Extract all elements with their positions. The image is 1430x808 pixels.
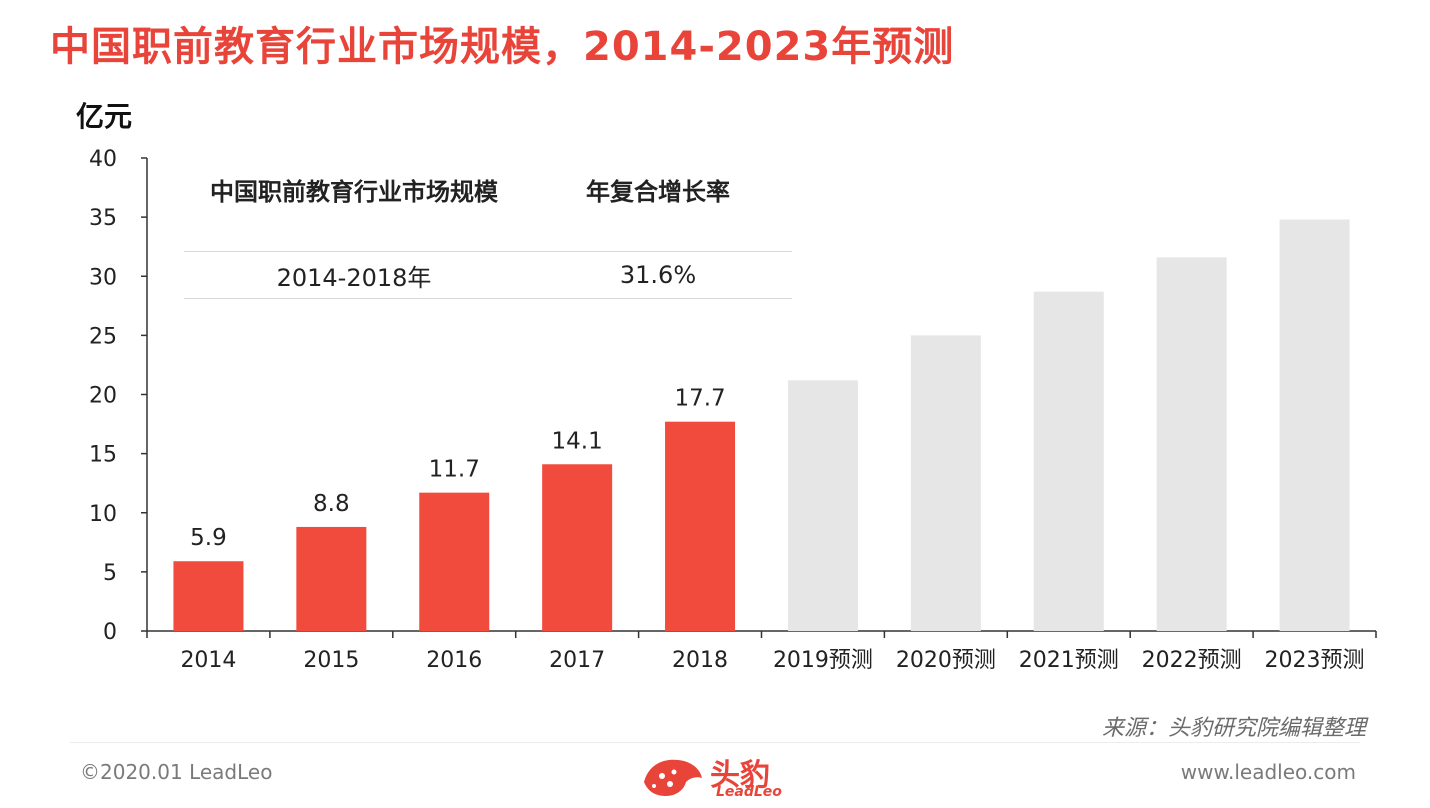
cagr-summary-table: 中国职前教育行业市场规模 年复合增长率 2014-2018年 31.6% [184,176,792,299]
x-category-label: 2019预测 [773,648,873,673]
data-label: 5.9 [190,525,227,551]
table-header-cagr: 年复合增长率 [586,178,730,206]
x-category-label: 2017 [549,648,605,673]
copyright-text: ©2020.01 LeadLeo [80,760,273,784]
y-tick-label: 5 [103,561,117,586]
y-tick-label: 20 [89,384,117,409]
y-tick-label: 35 [89,206,117,231]
table-row: 2014-2018年 31.6% [184,252,792,299]
chart-labels: 5.9 2014 8.8 2015 11.7 2016 14.1 2017 17.7 2018 20… [180,386,1364,673]
table-header-market-size: 中国职前教育行业市场规模 [210,178,498,206]
actual-bar [296,526,367,631]
y-axis-unit-label: 亿元 [76,100,132,133]
data-label: 11.7 [429,457,480,483]
page-title: 中国职前教育行业市场规模，2014-2023年预测 [50,24,955,70]
forecast-bar [910,335,981,631]
logo-chinese-text: 头豹 [710,758,770,793]
table-header-row: 中国职前教育行业市场规模 年复合增长率 [184,176,792,252]
forecast-bar [1156,257,1227,631]
chart-bars [173,219,1350,632]
actual-bar [173,561,244,631]
source-note: 来源：头豹研究院编辑整理 [1101,716,1366,741]
actual-bar [419,492,490,631]
table-cell-period: 2014-2018年 [276,263,432,292]
leopard-logo-icon [644,759,702,796]
y-tick-label: 0 [103,620,117,645]
forecast-bar [1279,219,1350,632]
x-category-label: 2014 [180,648,236,673]
website-text: www.leadleo.com [1180,760,1356,784]
market-size-bar-chart: 亿元 0 5 10 15 20 25 30 35 40 5.9 2014 8.8 2015 11.7 20… [76,100,1377,673]
forecast-bar [787,380,858,631]
x-category-label: 2020预测 [896,648,996,673]
footer-divider [70,742,1360,743]
y-tick-label: 15 [89,443,117,468]
x-category-label: 2022预测 [1142,648,1242,673]
y-tick-label: 10 [89,502,117,527]
y-tick-label: 30 [89,265,117,290]
y-tick-label: 40 [89,147,117,172]
actual-bar [542,464,613,631]
chart-axes: 0 5 10 15 20 25 30 35 40 [89,147,1377,645]
y-tick-label: 25 [89,324,117,349]
logo-english-text: LeadLeo [716,784,782,800]
x-category-label: 2018 [672,648,728,673]
leadleo-logo: 头豹 LeadLeo [640,748,790,804]
data-label: 14.1 [552,428,603,454]
data-label: 8.8 [313,491,350,517]
actual-bar [665,421,736,631]
x-category-label: 2021预测 [1019,648,1119,673]
forecast-bar [1033,291,1104,631]
data-label: 17.7 [674,386,725,412]
x-category-label: 2023预测 [1265,648,1365,673]
x-category-label: 2015 [303,648,359,673]
table-cell-cagr-value: 31.6% [619,261,697,289]
x-category-label: 2016 [426,648,482,673]
